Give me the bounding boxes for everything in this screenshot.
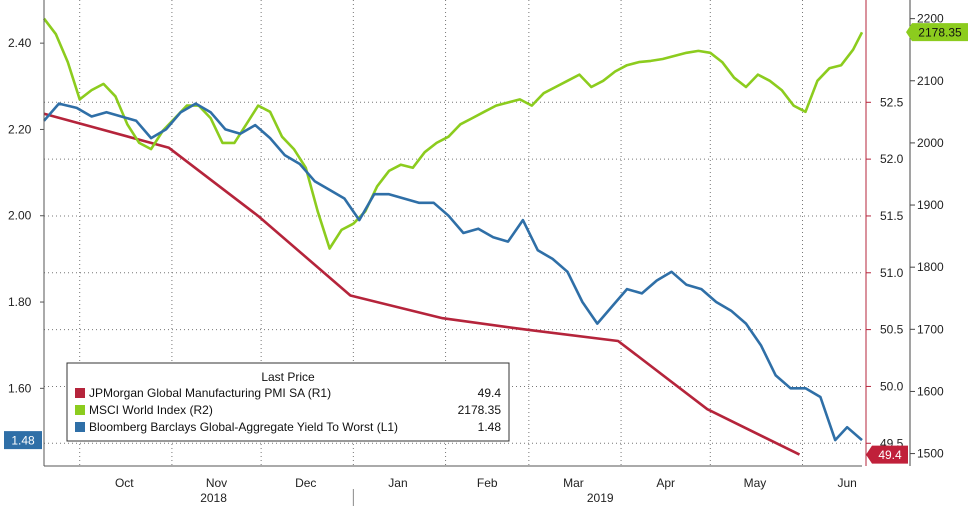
r1-tick-label: 50.5 <box>880 323 904 337</box>
r1-tick-label: 52.0 <box>880 152 904 166</box>
r2-tick-label: 1700 <box>917 322 944 336</box>
x-year-label: 2019 <box>587 491 614 505</box>
last-value-tag-l1 <box>4 431 42 450</box>
legend-entry-name: MSCI World Index (R2) <box>89 403 213 417</box>
x-tick-label: Mar <box>563 476 584 490</box>
legend-entry-name: JPMorgan Global Manufacturing PMI SA (R1… <box>89 386 331 400</box>
legend-entry-value: 2178.35 <box>458 403 502 417</box>
x-year-label: 2018 <box>200 491 227 505</box>
r2-tick-label: 2200 <box>917 12 944 26</box>
series-line-r2 <box>42 17 864 250</box>
last-value-tag-text: 49.4 <box>878 448 902 462</box>
x-tick-label: Apr <box>656 476 675 490</box>
last-value-tag-text: 2178.35 <box>918 26 962 40</box>
legend-box <box>66 362 510 442</box>
last-value-tag-r1 <box>866 445 908 464</box>
last-value-tags: 1.48 49.4 2178.35 <box>4 23 968 464</box>
legend-entry-name: Bloomberg Barclays Global-Aggregate Yiel… <box>89 420 398 434</box>
series-layer <box>42 17 864 456</box>
axes: 1.601.802.002.202.4049.550.050.551.051.5… <box>8 0 944 506</box>
l1-tick-label: 2.00 <box>8 209 32 223</box>
last-value-tag-r2 <box>906 23 968 42</box>
x-tick-label: Jan <box>388 476 407 490</box>
r1-tick-label: 51.5 <box>880 209 904 223</box>
legend: Last Price JPMorgan Global Manufacturing … <box>66 362 510 442</box>
r1-tick-label: 52.5 <box>880 95 904 109</box>
l1-tick-label: 1.60 <box>8 381 32 395</box>
r2-tick-label: 2000 <box>917 136 944 150</box>
legend-swatch <box>75 422 85 432</box>
legend-title: Last Price <box>261 370 315 384</box>
legend-entry-value: 49.4 <box>478 386 502 400</box>
r2-tick-label: 1900 <box>917 198 944 212</box>
x-tick-label: Jun <box>837 476 856 490</box>
x-tick-label: Dec <box>295 476 316 490</box>
legend-entry-value: 1.48 <box>478 420 502 434</box>
legend-swatch <box>75 405 85 415</box>
last-value-tag-text: 1.48 <box>11 434 35 448</box>
r2-tick-label: 2100 <box>917 74 944 88</box>
r2-tick-label: 1800 <box>917 260 944 274</box>
x-tick-label: Oct <box>115 476 134 490</box>
r2-tick-label: 1500 <box>917 447 944 461</box>
x-tick-label: Nov <box>206 476 227 490</box>
r1-tick-label: 50.0 <box>880 379 904 393</box>
r2-tick-label: 1600 <box>917 384 944 398</box>
l1-tick-label: 2.20 <box>8 122 32 136</box>
legend-swatch <box>75 388 85 398</box>
x-tick-label: Feb <box>477 476 498 490</box>
series-line-r1 <box>43 112 801 456</box>
l1-tick-label: 1.80 <box>8 295 32 309</box>
l1-tick-label: 2.40 <box>8 36 32 50</box>
r1-tick-label: 51.0 <box>880 266 904 280</box>
series-line-l1 <box>43 102 863 442</box>
x-tick-label: May <box>744 476 767 490</box>
